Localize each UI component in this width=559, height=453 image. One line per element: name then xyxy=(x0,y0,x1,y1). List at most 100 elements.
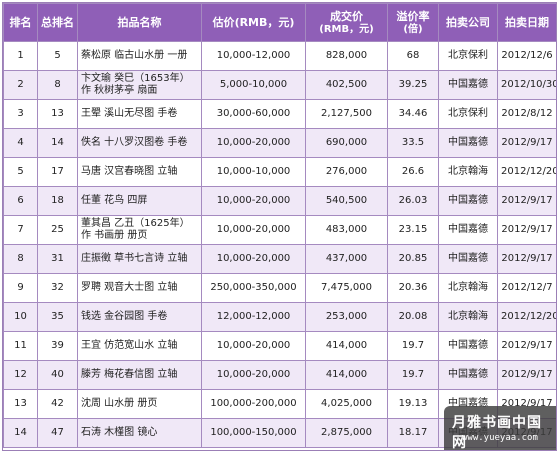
cell-rank: 5 xyxy=(3,157,38,187)
cell-auction-date: 2012/12/6 xyxy=(497,41,556,71)
table-row: 7 25 董其昌 乙丑（1625年）作 书画册 册页 10,000-20,000 483… xyxy=(3,215,556,245)
table-row: 6 18 任董 花鸟 四屏 10,000-20,000 540,500 26.03 中国嘉德… xyxy=(3,186,556,216)
cell-hammer-price: 414,000 xyxy=(305,331,388,361)
cell-auction-date: 2012/12/20 xyxy=(497,157,556,187)
cell-auction-house: 中国嘉德 xyxy=(438,70,498,100)
header-overall-rank: 总排名 xyxy=(37,3,78,42)
table-row: 10 35 钱选 金谷园图 手卷 12,000-12,000 253,000 20.08 北… xyxy=(3,302,556,332)
cell-estimate: 10,000-20,000 xyxy=(201,360,306,390)
cell-auction-house: 中国嘉德 xyxy=(438,360,498,390)
cell-estimate: 30,000-60,000 xyxy=(201,99,306,129)
cell-auction-date: 2012/12/7 xyxy=(497,273,556,303)
cell-overall-rank: 40 xyxy=(37,360,78,390)
cell-auction-house: 北京保利 xyxy=(438,41,498,71)
cell-auction-house: 北京翰海 xyxy=(438,273,498,303)
cell-lot-name: 钱选 金谷园图 手卷 xyxy=(77,302,202,332)
cell-rank: 4 xyxy=(3,128,38,158)
cell-estimate: 10,000-20,000 xyxy=(201,186,306,216)
cell-rank: 3 xyxy=(3,99,38,129)
cell-lot-name: 庄振徵 草书七言诗 立轴 xyxy=(77,244,202,274)
cell-lot-name: 卞文瑜 癸巳（1653年）作 秋树茅亭 扇面 xyxy=(77,70,202,100)
cell-auction-date: 2012/9/17 xyxy=(497,331,556,361)
cell-auction-date: 2012/9/17 xyxy=(497,186,556,216)
cell-premium-ratio: 23.15 xyxy=(387,215,439,245)
cell-estimate: 10,000-20,000 xyxy=(201,128,306,158)
table-header-row: 排名 总排名 拍品名称 估价(RMB，元) 成交价 (RMB，元) 溢价率 (倍) … xyxy=(3,3,556,42)
cell-estimate: 5,000-10,000 xyxy=(201,70,306,100)
cell-overall-rank: 25 xyxy=(37,215,78,245)
cell-auction-house: 北京保利 xyxy=(438,99,498,129)
cell-lot-name: 王宜 仿范宽山水 立轴 xyxy=(77,331,202,361)
cell-overall-rank: 31 xyxy=(37,244,78,274)
cell-estimate: 10,000-20,000 xyxy=(201,215,306,245)
cell-premium-ratio: 33.5 xyxy=(387,128,439,158)
cell-estimate: 10,000-10,000 xyxy=(201,157,306,187)
cell-lot-name: 罗聘 观音大士图 立轴 xyxy=(77,273,202,303)
cell-overall-rank: 17 xyxy=(37,157,78,187)
cell-rank: 11 xyxy=(3,331,38,361)
table-row: 8 31 庄振徵 草书七言诗 立轴 10,000-20,000 437,000 20.85… xyxy=(3,244,556,274)
cell-lot-name: 董其昌 乙丑（1625年）作 书画册 册页 xyxy=(77,215,202,245)
cell-lot-name: 石涛 木槿图 镜心 xyxy=(77,418,202,448)
cell-lot-name: 蔡松原 临古山水册 一册 xyxy=(77,41,202,71)
cell-premium-ratio: 18.17 xyxy=(387,418,439,448)
cell-premium-ratio: 39.25 xyxy=(387,70,439,100)
cell-premium-ratio: 19.13 xyxy=(387,389,439,419)
cell-rank: 6 xyxy=(3,186,38,216)
cell-hammer-price: 483,000 xyxy=(305,215,388,245)
cell-hammer-price: 540,500 xyxy=(305,186,388,216)
cell-auction-house: 北京翰海 xyxy=(438,302,498,332)
cell-auction-date: 2012/10/30 xyxy=(497,70,556,100)
cell-estimate: 12,000-12,000 xyxy=(201,302,306,332)
cell-premium-ratio: 26.6 xyxy=(387,157,439,187)
cell-hammer-price: 402,500 xyxy=(305,70,388,100)
cell-lot-name: 佚名 十八罗汉图卷 手卷 xyxy=(77,128,202,158)
cell-auction-house: 北京翰海 xyxy=(438,157,498,187)
cell-rank: 9 xyxy=(3,273,38,303)
cell-overall-rank: 5 xyxy=(37,41,78,71)
cell-hammer-price: 437,000 xyxy=(305,244,388,274)
cell-auction-date: 2012/9/17 xyxy=(497,215,556,245)
cell-rank: 12 xyxy=(3,360,38,390)
cell-estimate: 10,000-12,000 xyxy=(201,41,306,71)
site-watermark: 月雅书画中国网 www.yueyaa.com xyxy=(444,406,556,450)
header-lot-name: 拍品名称 xyxy=(77,3,202,42)
cell-auction-house: 中国嘉德 xyxy=(438,244,498,274)
cell-lot-name: 王翚 溪山无尽图 手卷 xyxy=(77,99,202,129)
table-body: 1 5 蔡松原 临古山水册 一册 10,000-12,000 828,000 68 北京保利… xyxy=(3,41,556,448)
cell-premium-ratio: 20.36 xyxy=(387,273,439,303)
table-row: 3 13 王翚 溪山无尽图 手卷 30,000-60,000 2,127,500 34.4… xyxy=(3,99,556,129)
cell-hammer-price: 4,025,000 xyxy=(305,389,388,419)
cell-hammer-price: 414,000 xyxy=(305,360,388,390)
header-auction-house: 拍卖公司 xyxy=(438,3,498,42)
header-hammer-price: 成交价 (RMB，元) xyxy=(305,3,388,42)
cell-premium-ratio: 34.46 xyxy=(387,99,439,129)
cell-overall-rank: 13 xyxy=(37,99,78,129)
cell-premium-ratio: 20.85 xyxy=(387,244,439,274)
cell-rank: 8 xyxy=(3,244,38,274)
cell-premium-ratio: 19.7 xyxy=(387,331,439,361)
cell-auction-date: 2012/9/17 xyxy=(497,128,556,158)
watermark-title: 月雅书画中国网 xyxy=(452,415,542,451)
header-premium-ratio: 溢价率 (倍) xyxy=(387,3,439,42)
table-row: 9 32 罗聘 观音大士图 立轴 250,000-350,000 7,475,000 20… xyxy=(3,273,556,303)
cell-lot-name: 沈周 山水册 册页 xyxy=(77,389,202,419)
cell-hammer-price: 253,000 xyxy=(305,302,388,332)
cell-hammer-price: 690,000 xyxy=(305,128,388,158)
cell-auction-date: 2012/9/17 xyxy=(497,244,556,274)
cell-rank: 14 xyxy=(3,418,38,448)
cell-overall-rank: 35 xyxy=(37,302,78,332)
table-row: 4 14 佚名 十八罗汉图卷 手卷 10,000-20,000 690,000 33.5 中… xyxy=(3,128,556,158)
cell-premium-ratio: 20.08 xyxy=(387,302,439,332)
watermark-url: www.yueyaa.com xyxy=(462,433,538,443)
cell-auction-house: 中国嘉德 xyxy=(438,128,498,158)
cell-estimate: 10,000-20,000 xyxy=(201,331,306,361)
cell-premium-ratio: 26.03 xyxy=(387,186,439,216)
cell-auction-house: 中国嘉德 xyxy=(438,186,498,216)
cell-premium-ratio: 68 xyxy=(387,41,439,71)
table-row: 5 17 马唐 汉宫春晓图 立轴 10,000-10,000 276,000 26.6 北京… xyxy=(3,157,556,187)
cell-hammer-price: 2,127,500 xyxy=(305,99,388,129)
cell-estimate: 10,000-20,000 xyxy=(201,244,306,274)
header-estimate: 估价(RMB，元) xyxy=(201,3,306,42)
